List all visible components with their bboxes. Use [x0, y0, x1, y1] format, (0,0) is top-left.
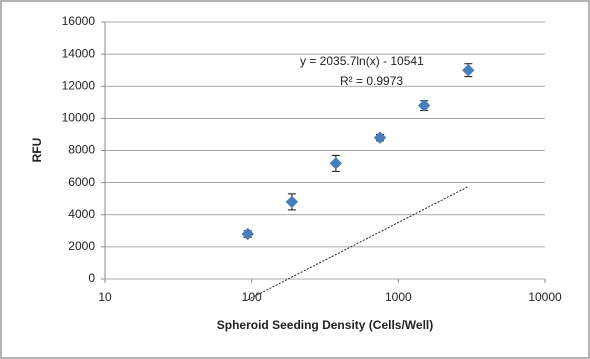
y-axis-label: RFU [30, 138, 44, 163]
y-tick-label: 6000 [68, 175, 95, 189]
data-point [285, 195, 299, 209]
y-tick-label: 16000 [62, 14, 96, 28]
x-tick-label: 1000 [385, 290, 412, 304]
y-tick-label: 12000 [62, 78, 96, 92]
y-tick-label: 2000 [68, 239, 95, 253]
y-tick-label: 0 [88, 271, 95, 285]
y-tick-label: 14000 [62, 46, 96, 60]
x-tick-label: 10 [98, 290, 112, 304]
data-point [329, 157, 343, 170]
trendline-equation: y = 2035.7ln(x) - 10541 [300, 54, 424, 68]
x-tick-label: 10000 [528, 290, 562, 304]
data-point [373, 131, 387, 144]
y-tick-label: 8000 [68, 143, 95, 157]
x-axis-label: Spheroid Seeding Density (Cells/Well) [217, 318, 434, 332]
data-point [462, 63, 475, 77]
trendline-r2: R² = 0.9973 [340, 74, 403, 88]
y-tick-label: 10000 [62, 111, 96, 125]
y-tick-label: 4000 [68, 207, 95, 221]
data-point [241, 227, 254, 241]
data-point [417, 99, 431, 112]
trendline [247, 186, 469, 301]
